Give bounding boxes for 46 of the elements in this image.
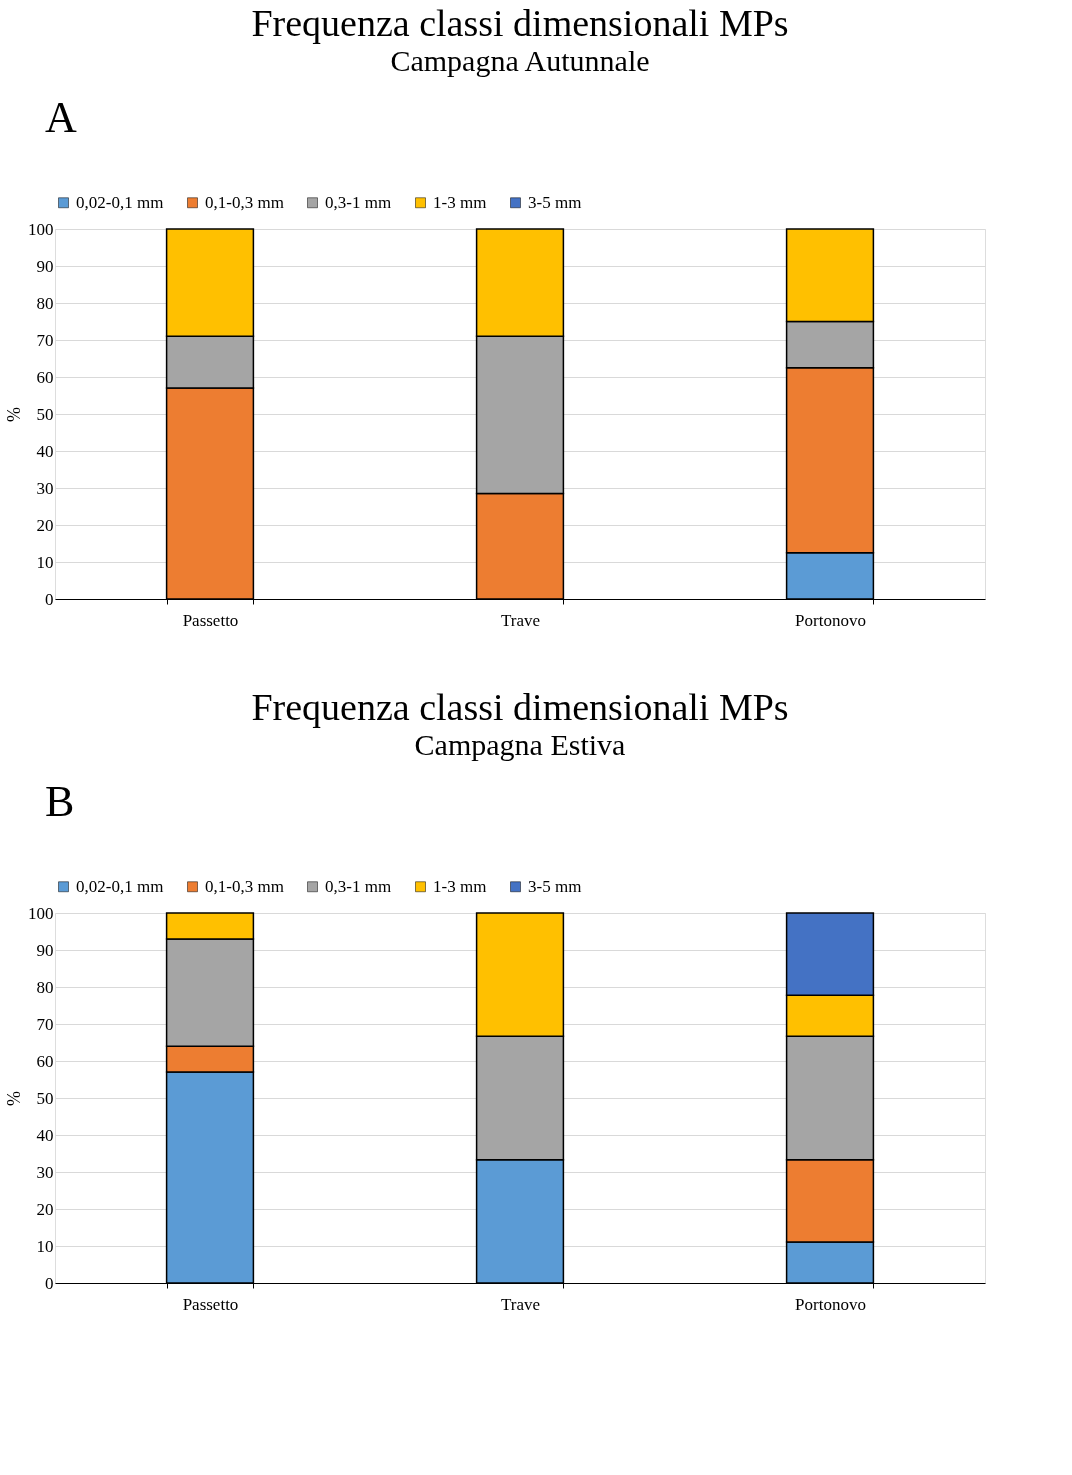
y-tick-label: 100 xyxy=(28,903,54,923)
legend-label: 0,3-1 mm xyxy=(325,192,392,212)
y-tick-label: 40 xyxy=(36,441,54,461)
x-tick-label: Trave xyxy=(500,1294,541,1314)
legend-label: 0,3-1 mm xyxy=(325,876,392,896)
x-tick-label: Trave xyxy=(500,610,541,630)
y-tick-label: 0 xyxy=(45,589,54,609)
chart-title: Frequenza classi dimensionali MPs xyxy=(251,686,789,728)
chart-subtitle: Campagna Estiva xyxy=(414,728,626,761)
y-tick-label: 80 xyxy=(36,977,54,997)
y-tick-label: 90 xyxy=(36,940,54,960)
text: B xyxy=(45,777,75,826)
y-tick-label: 70 xyxy=(36,330,54,350)
y-tick-label: 20 xyxy=(36,1199,54,1219)
y-tick-label: 60 xyxy=(36,367,54,387)
y-tick-label: 10 xyxy=(36,1236,54,1256)
y-tick-label: 30 xyxy=(36,1162,54,1182)
y-tick-label: 100 xyxy=(28,219,54,239)
legend-label: 0,02-0,1 mm xyxy=(76,876,164,896)
x-tick-label: Portonovo xyxy=(795,1294,866,1314)
text: A xyxy=(45,93,77,142)
legend-label: 1-3 mm xyxy=(433,192,487,212)
y-tick-label: 60 xyxy=(36,1051,54,1071)
chart-title: Frequenza classi dimensionali MPs xyxy=(251,2,789,44)
y-tick-label: 90 xyxy=(36,256,54,276)
legend-label: 1-3 mm xyxy=(433,876,487,896)
x-tick-label: Passetto xyxy=(182,610,239,630)
y-tick-label: 70 xyxy=(36,1014,54,1034)
x-tick-label: Portonovo xyxy=(795,610,866,630)
y-tick-label: 80 xyxy=(36,293,54,313)
y-tick-label: 10 xyxy=(36,552,54,572)
legend-label: 0,1-0,3 mm xyxy=(205,192,284,212)
x-tick-label: Passetto xyxy=(182,1294,239,1314)
y-tick-label: 20 xyxy=(36,515,54,535)
legend-label: 3-5 mm xyxy=(528,876,582,896)
y-axis-title: % xyxy=(4,1091,24,1106)
y-tick-label: 30 xyxy=(36,478,54,498)
legend-label: 0,02-0,1 mm xyxy=(76,192,164,212)
legend-label: 3-5 mm xyxy=(528,192,582,212)
y-tick-label: 50 xyxy=(36,404,54,424)
legend-label: 0,1-0,3 mm xyxy=(205,876,284,896)
chart-subtitle: Campagna Autunnale xyxy=(390,44,650,77)
y-tick-label: 40 xyxy=(36,1125,54,1145)
y-tick-label: 0 xyxy=(45,1273,54,1293)
y-axis-title: % xyxy=(4,407,24,422)
y-tick-label: 50 xyxy=(36,1088,54,1108)
